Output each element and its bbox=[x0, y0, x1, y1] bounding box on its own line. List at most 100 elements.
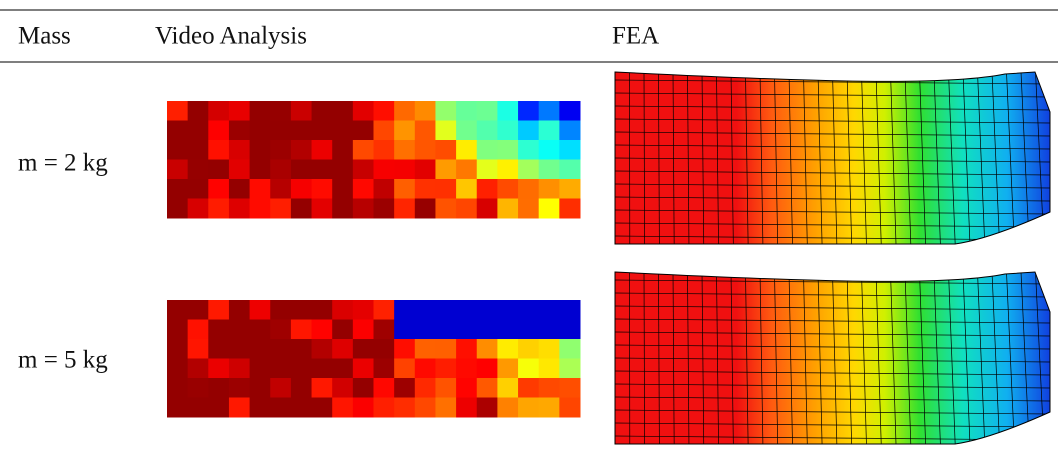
heatmap-cell bbox=[559, 160, 580, 180]
heatmap-cell bbox=[229, 199, 250, 219]
heatmap-cell bbox=[167, 339, 188, 359]
heatmap-cell bbox=[312, 339, 333, 359]
heatmap-cell bbox=[270, 378, 291, 398]
heatmap-cell bbox=[374, 199, 395, 219]
row-label: m = 5 kg bbox=[18, 347, 108, 374]
row-label: m = 2 kg bbox=[18, 150, 108, 177]
heatmap-cell bbox=[312, 140, 333, 160]
heatmap-cell bbox=[167, 160, 188, 180]
heatmap-cell bbox=[332, 101, 353, 121]
heatmap-cell bbox=[291, 160, 312, 180]
heatmap-cell bbox=[456, 320, 477, 340]
heatmap-cell bbox=[312, 359, 333, 379]
heatmap-cell bbox=[415, 398, 436, 418]
heatmap-cell bbox=[435, 300, 456, 320]
heatmap-cell bbox=[332, 121, 353, 141]
heatmap-cell bbox=[559, 378, 580, 398]
heatmap-cell bbox=[415, 378, 436, 398]
heatmap-cell bbox=[394, 199, 415, 219]
heatmap-cell bbox=[497, 160, 518, 180]
heatmap-cell bbox=[415, 121, 436, 141]
heatmap-cell bbox=[518, 320, 539, 340]
heatmap-cell bbox=[250, 339, 271, 359]
heatmap-cell bbox=[415, 359, 436, 379]
heatmap-cell bbox=[559, 199, 580, 219]
heatmap-cell bbox=[167, 300, 188, 320]
heatmap-cell bbox=[456, 359, 477, 379]
heatmap-cell bbox=[291, 300, 312, 320]
heatmap-cell bbox=[477, 179, 498, 199]
heatmap-cell bbox=[456, 140, 477, 160]
heatmap-cell bbox=[456, 179, 477, 199]
heatmap-cell bbox=[270, 199, 291, 219]
heatmap-cell bbox=[312, 378, 333, 398]
heatmap-cell bbox=[188, 320, 209, 340]
heatmap-cell bbox=[312, 121, 333, 141]
heatmap-cell bbox=[353, 339, 374, 359]
heatmap-cell bbox=[270, 320, 291, 340]
heatmap-cell bbox=[312, 398, 333, 418]
heatmap-cell bbox=[312, 320, 333, 340]
heatmap-cell bbox=[497, 398, 518, 418]
heatmap-cell bbox=[188, 179, 209, 199]
heatmap-cell bbox=[497, 121, 518, 141]
heatmap-cell bbox=[291, 179, 312, 199]
heatmap-cell bbox=[559, 300, 580, 320]
heatmap-cell bbox=[332, 300, 353, 320]
heatmap-cell bbox=[332, 359, 353, 379]
heatmap-cell bbox=[559, 121, 580, 141]
heatmap-cell bbox=[497, 320, 518, 340]
heatmap-cell bbox=[518, 359, 539, 379]
heatmap-cell bbox=[539, 320, 560, 340]
heatmap-cell bbox=[539, 179, 560, 199]
heatmap-cell bbox=[188, 359, 209, 379]
heatmap-cell bbox=[291, 121, 312, 141]
heatmap-cell bbox=[374, 160, 395, 180]
heatmap-cell bbox=[374, 179, 395, 199]
heatmap-cell bbox=[415, 140, 436, 160]
heatmap-cell bbox=[477, 121, 498, 141]
heatmap-cell bbox=[167, 378, 188, 398]
heatmap-cell bbox=[559, 339, 580, 359]
fea-body bbox=[615, 72, 1050, 244]
heatmap-cell bbox=[477, 160, 498, 180]
heatmap-cell bbox=[250, 378, 271, 398]
heatmap-cell bbox=[250, 300, 271, 320]
header-cell: FEA bbox=[612, 23, 659, 50]
heatmap-cell bbox=[374, 398, 395, 418]
heatmap-cell bbox=[456, 199, 477, 219]
heatmap-cell bbox=[208, 378, 229, 398]
heatmap-cell bbox=[518, 121, 539, 141]
heatmap-cell bbox=[435, 160, 456, 180]
heatmap-cell bbox=[559, 101, 580, 121]
heatmap-cell bbox=[188, 398, 209, 418]
heatmap-cell bbox=[208, 179, 229, 199]
heatmap-cell bbox=[188, 199, 209, 219]
heatmap-cell bbox=[353, 320, 374, 340]
heatmap-cell bbox=[188, 101, 209, 121]
heatmap-cell bbox=[518, 101, 539, 121]
heatmap-cell bbox=[374, 339, 395, 359]
heatmap-cell bbox=[229, 339, 250, 359]
heatmap-cell bbox=[435, 121, 456, 141]
heatmap-cell bbox=[250, 179, 271, 199]
heatmap-cell bbox=[188, 121, 209, 141]
heatmap-cell bbox=[188, 378, 209, 398]
heatmap-cell bbox=[374, 140, 395, 160]
heatmap-cell bbox=[559, 179, 580, 199]
heatmap-cell bbox=[332, 339, 353, 359]
heatmap-cell bbox=[497, 339, 518, 359]
heatmap-cell bbox=[415, 160, 436, 180]
heatmap-cell bbox=[208, 320, 229, 340]
heatmap-cell bbox=[270, 359, 291, 379]
heatmap-cell bbox=[167, 320, 188, 340]
heatmap-cell bbox=[188, 339, 209, 359]
heatmap-cell bbox=[497, 179, 518, 199]
heatmap-cell bbox=[167, 199, 188, 219]
heatmap-cell bbox=[518, 140, 539, 160]
heatmap-cell bbox=[415, 101, 436, 121]
heatmap-cell bbox=[353, 378, 374, 398]
heatmap-cell bbox=[539, 359, 560, 379]
heatmap-cell bbox=[477, 140, 498, 160]
heatmap-cell bbox=[435, 359, 456, 379]
